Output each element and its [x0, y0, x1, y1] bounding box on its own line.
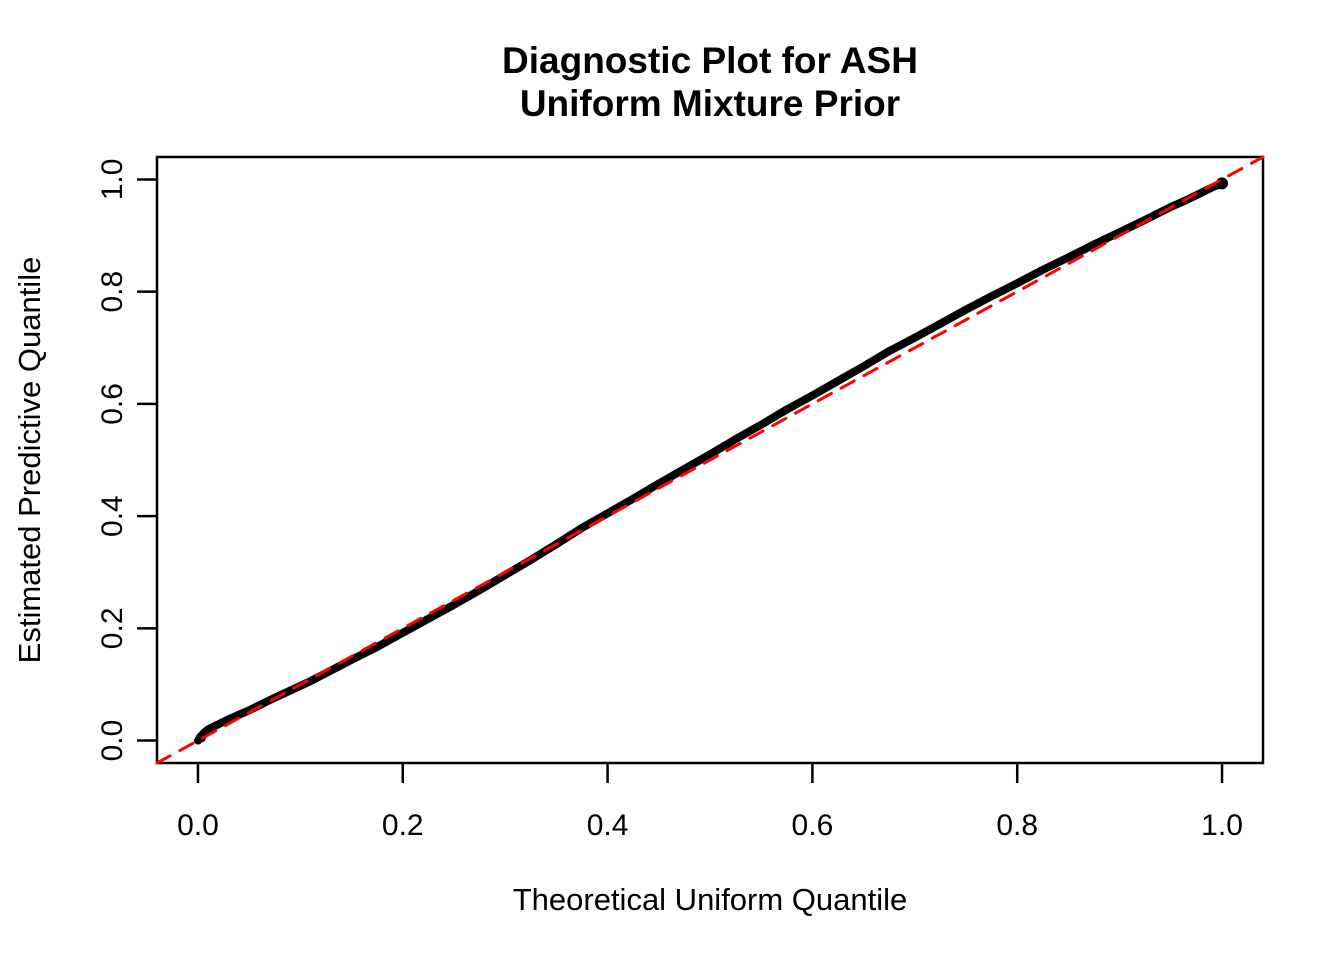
reference-diagonal-y-equals-x [155, 155, 1265, 765]
y-tick-label: 0.4 [96, 495, 129, 537]
plot-box [155, 155, 1265, 765]
x-tick-label: 0.0 [177, 809, 219, 842]
chart-title-line-2: Uniform Mixture Prior [520, 83, 900, 124]
y-axis: 0.0 0.2 0.4 0.6 0.8 1.0 [96, 159, 157, 762]
y-tick-label: 0.6 [96, 383, 129, 425]
y-tick-label: 0.2 [96, 607, 129, 649]
x-tick-label: 0.4 [587, 809, 629, 842]
x-axis: 0.0 0.2 0.4 0.6 0.8 1.0 [177, 763, 1243, 842]
chart-title-line-1: Diagnostic Plot for ASH [502, 40, 918, 81]
y-tick-label: 0.0 [96, 720, 129, 762]
x-tick-label: 1.0 [1201, 809, 1243, 842]
x-tick-label: 0.6 [792, 809, 834, 842]
x-axis-label: Theoretical Uniform Quantile [513, 882, 908, 917]
y-tick-label: 0.8 [96, 271, 129, 313]
curve-start-point-cluster [195, 732, 206, 743]
x-tick-label: 0.8 [996, 809, 1038, 842]
y-axis-label: Estimated Predictive Quantile [12, 257, 47, 664]
plot-series [155, 155, 1265, 765]
y-tick-label: 1.0 [96, 159, 129, 201]
x-tick-label: 0.2 [382, 809, 424, 842]
